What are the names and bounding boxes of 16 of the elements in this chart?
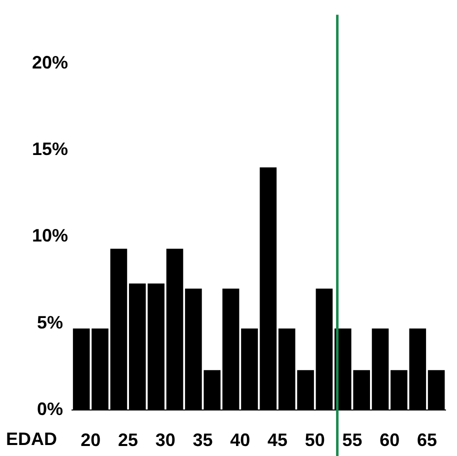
y-tick-label: 15% bbox=[32, 138, 68, 159]
x-tick-label: 65 bbox=[416, 430, 438, 450]
x-tick-label: 20 bbox=[80, 430, 101, 450]
y-tick-label: 5% bbox=[36, 312, 63, 332]
x-tick-label: 40 bbox=[230, 430, 250, 450]
y-tick-label: 0% bbox=[36, 398, 63, 419]
x-tick-label: 45 bbox=[268, 430, 288, 450]
x-tick-label: 35 bbox=[192, 430, 213, 450]
x-tick-label: 55 bbox=[342, 430, 362, 450]
x-tick-label: 25 bbox=[118, 430, 138, 450]
y-tick-label: 10% bbox=[32, 226, 68, 246]
y-tick-label: 20% bbox=[32, 52, 68, 72]
x-tick-label: 50 bbox=[304, 430, 325, 450]
x-tick-label: 60 bbox=[380, 430, 400, 450]
x-tick-label: 30 bbox=[155, 430, 176, 450]
x-axis-title: EDAD bbox=[6, 428, 58, 449]
